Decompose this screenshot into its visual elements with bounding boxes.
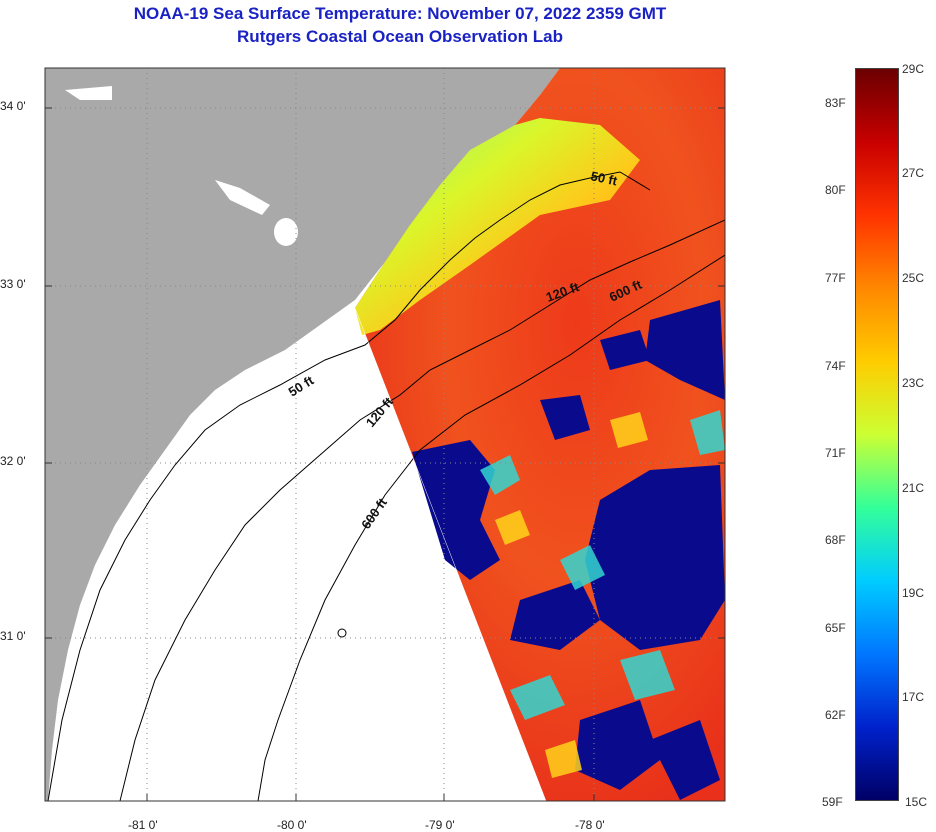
land-mass: [45, 68, 560, 801]
contour-600ft: [257, 254, 725, 801]
lon-tick-label: -81 0': [128, 818, 158, 832]
colorbar-label-f: 71F: [825, 446, 846, 460]
tick-marks: [45, 107, 725, 801]
colorbar-label-c: 19C: [902, 586, 925, 600]
colorbar-label-f: 80F: [825, 183, 846, 197]
colorbar-label-f: 77F: [825, 271, 846, 285]
graticule: [45, 68, 725, 801]
colorbar-label-c: 27C: [902, 166, 925, 180]
contour-50ft: [47, 171, 651, 801]
colorbar-label-f: 68F: [825, 533, 846, 547]
swath-edge: [354, 307, 547, 801]
lake-shape: [274, 218, 298, 246]
chart-title: NOAA-19 Sea Surface Temperature: Novembe…: [133, 4, 667, 23]
cold-water-patches: [412, 300, 725, 800]
lat-tick-label: 32 0': [0, 454, 26, 468]
lon-tick-label: -79 0': [425, 818, 455, 832]
colorbar-label-c: 17C: [902, 690, 925, 704]
sst-coastal-band: [355, 118, 640, 335]
contour-120ft: [119, 219, 725, 801]
colorbar-label-c: 23C: [902, 376, 925, 390]
colorbar-label-f: 65F: [825, 621, 846, 635]
lat-tick-label: 31 0': [0, 629, 26, 643]
lat-tick-label: 33 0': [0, 277, 26, 291]
bathymetry-contours: [47, 171, 725, 801]
lake-shape: [215, 180, 270, 215]
colorbar-label-f: 74F: [825, 359, 846, 373]
lat-tick-label: 34 0': [0, 99, 26, 113]
contour-label: 50 ft: [589, 168, 619, 188]
mixed-water-patches: [480, 410, 725, 720]
lon-tick-label: -80 0': [277, 818, 307, 832]
lake-shape: [65, 86, 112, 100]
map-frame: [44, 67, 726, 802]
lon-tick-label: -78 0': [575, 818, 605, 832]
colorbar-label-f: 59F: [822, 795, 843, 809]
colorbar-label-c: 29C: [902, 62, 925, 76]
chart-subtitle: Rutgers Coastal Ocean Observation Lab: [237, 27, 563, 46]
colorbar-label-f: 62F: [825, 708, 846, 722]
colorbar-label-c: 25C: [902, 271, 925, 285]
colorbar-label-c: 15C: [905, 795, 928, 809]
warm-edge-patches: [495, 412, 648, 778]
colorbar-label-c: 21C: [902, 481, 925, 495]
colorbar-label-f: 83F: [825, 96, 846, 110]
colorbar: [855, 68, 899, 801]
